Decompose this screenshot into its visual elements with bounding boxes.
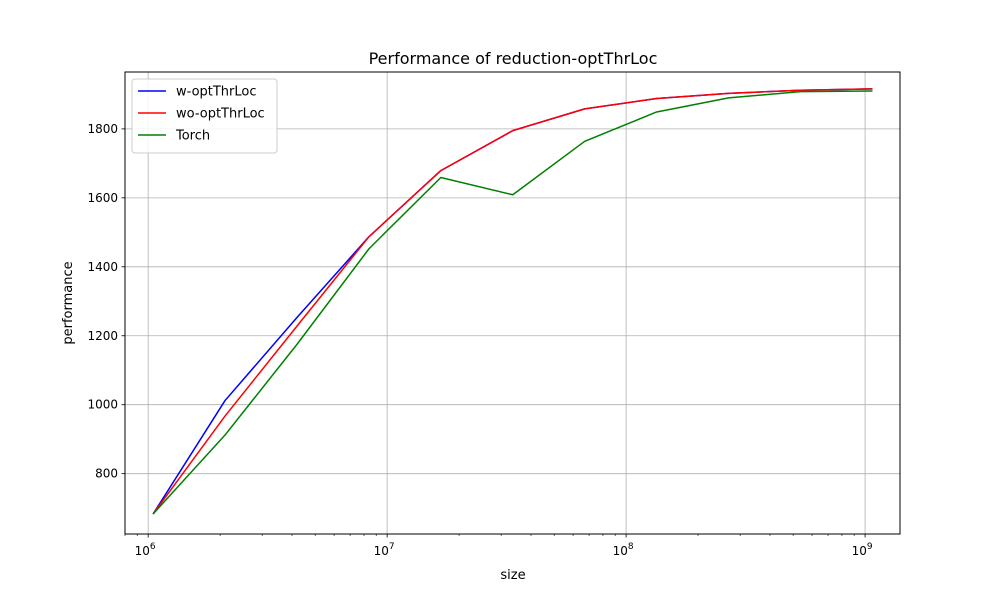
series-line-torch <box>152 90 873 515</box>
x-tick-label: 109 <box>852 542 873 558</box>
x-tick-base: 10 <box>135 544 150 558</box>
y-tick-label: 800 <box>95 467 118 481</box>
legend-box <box>131 78 278 154</box>
axis-ticks <box>121 128 866 538</box>
legend-label: w-optThrLoc <box>176 85 257 100</box>
y-tick-label: 1800 <box>87 122 118 136</box>
x-tick-exponent: 8 <box>628 542 634 552</box>
y-tick-label: 1000 <box>87 398 118 412</box>
series-lines <box>152 88 873 515</box>
plot-frame <box>124 71 901 535</box>
legend-label: wo-optThrLoc <box>176 107 265 122</box>
x-tick-exponent: 7 <box>389 542 395 552</box>
x-tick-base: 10 <box>374 544 389 558</box>
x-tick-exponent: 9 <box>867 542 873 552</box>
legend: w-optThrLoc wo-optThrLoc Torch <box>131 78 278 154</box>
x-tick-base: 10 <box>852 544 867 558</box>
legend-label: Torch <box>175 129 210 144</box>
y-axis-label: performance <box>61 261 76 344</box>
chart-title: Performance of reduction-optThrLoc <box>369 49 658 68</box>
x-tick-exponent: 6 <box>150 542 156 552</box>
x-tick-base: 10 <box>613 544 628 558</box>
y-tick-label: 1600 <box>87 191 118 205</box>
y-tick-label: 1400 <box>87 260 118 274</box>
x-tick-label: 108 <box>613 542 634 558</box>
x-tick-label: 106 <box>135 542 156 558</box>
x-tick-label: 107 <box>374 542 395 558</box>
series-line-wo-optthrloc <box>152 88 873 515</box>
x-axis-label: size <box>500 568 525 583</box>
y-tick-label: 1200 <box>87 329 118 343</box>
